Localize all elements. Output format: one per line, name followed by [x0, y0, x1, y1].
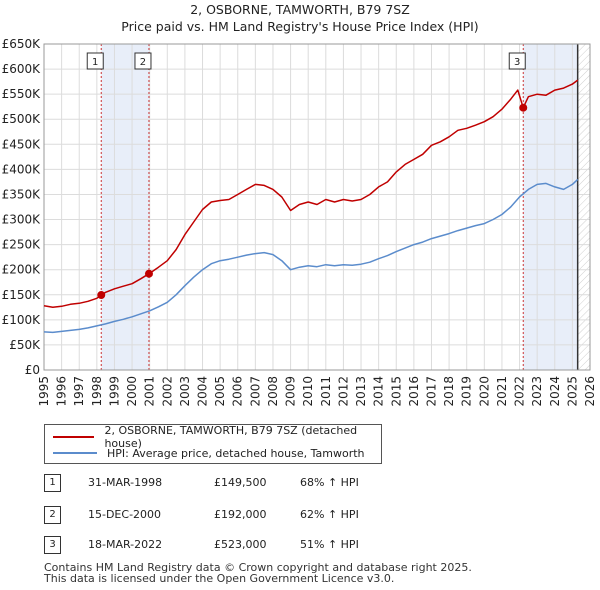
x-tick-label: 2017 — [424, 376, 438, 407]
footer: Contains HM Land Registry data © Crown c… — [44, 562, 472, 584]
x-tick-label: 2018 — [442, 376, 456, 407]
footer-copyright: Contains HM Land Registry data © Crown c… — [44, 561, 472, 574]
legend-label-hpi: HPI: Average price, detached house, Tamw… — [107, 446, 365, 460]
x-tick-label: 2023 — [530, 376, 544, 407]
x-tick-label: 2013 — [354, 376, 368, 407]
legend-swatch-hpi — [53, 452, 97, 454]
chart-subtitle: Price paid vs. HM Land Registry's House … — [121, 19, 478, 34]
sale-price: £523,000 — [214, 538, 267, 551]
y-tick-label: £650K — [2, 37, 42, 51]
sale-point — [144, 269, 153, 278]
sale-price: £149,500 — [214, 476, 267, 489]
sale-marker-label: 1 — [44, 474, 61, 492]
property-series-line — [43, 79, 579, 309]
sale-hpi-change: 51% ↑ HPI — [300, 538, 359, 551]
sale-label-box — [86, 52, 104, 70]
x-tick-label: 1995 — [37, 376, 51, 407]
x-tick-label: 1997 — [72, 376, 86, 407]
x-tick-label: 2006 — [231, 376, 245, 407]
sale-date: 31-MAR-1998 — [88, 476, 163, 489]
x-tick-label: 2021 — [495, 376, 509, 407]
x-tick-label: 2015 — [389, 376, 403, 407]
legend-swatch-property — [53, 436, 95, 438]
footer-licence: This data is licensed under the Open Gov… — [44, 572, 395, 585]
x-tick-label: 2019 — [460, 376, 474, 407]
x-tick-label: 2016 — [407, 376, 421, 407]
plot-area: 1 2 3 £0 £50K £100K £150K £200K £250K £300K £350K £… — [2, 37, 597, 407]
y-tick-label: £150K — [2, 288, 42, 302]
y-tick-label: £550K — [2, 87, 42, 101]
sale-marker-label: 3 — [44, 536, 61, 554]
sale-row: 2 15-DEC-2000 £192,000 62% ↑ HPI — [44, 506, 474, 524]
y-tick-label: £250K — [2, 238, 42, 252]
y-tick-label: £50K — [9, 338, 41, 352]
legend-item-hpi: HPI: Average price, detached house, Tamw… — [53, 445, 365, 461]
y-tick-label: £500K — [2, 112, 42, 126]
x-tick-label: 2009 — [284, 376, 298, 407]
sale-marker-label: 2 — [44, 506, 61, 524]
x-tick-label: 2012 — [336, 376, 350, 407]
sale-point — [97, 291, 106, 300]
y-tick-label: £600K — [2, 62, 42, 76]
sale-label-text: 1 — [92, 57, 98, 68]
sale-point — [519, 103, 528, 112]
sale-price: £192,000 — [214, 508, 267, 521]
x-tick-label: 2010 — [301, 376, 315, 407]
future-hatch-region — [577, 44, 590, 370]
y-tick-label: £400K — [2, 162, 42, 176]
x-tick-label: 2005 — [213, 376, 227, 407]
sale-date: 18-MAR-2022 — [88, 538, 163, 551]
plot-frame — [43, 43, 591, 371]
x-tick-label: 2002 — [160, 376, 174, 407]
x-tick-label: 2003 — [178, 376, 192, 407]
sale-label-box — [134, 52, 152, 70]
x-tick-label: 2020 — [477, 376, 491, 407]
x-tick-label: 2004 — [196, 376, 210, 407]
sale-label-text: 2 — [140, 57, 146, 68]
sale-label-box — [508, 52, 526, 70]
y-tick-label: £0 — [25, 363, 40, 377]
x-tick-label: 2001 — [143, 376, 157, 407]
x-tick-label: 1996 — [55, 376, 69, 407]
x-tick-label: 2011 — [319, 376, 333, 407]
x-tick-label: 2026 — [583, 376, 597, 407]
x-tick-label: 1998 — [90, 376, 104, 407]
sale-row: 3 18-MAR-2022 £523,000 51% ↑ HPI — [44, 536, 474, 554]
y-tick-label: £100K — [2, 313, 42, 327]
x-tick-label: 1999 — [107, 376, 121, 407]
sale-hpi-change: 68% ↑ HPI — [300, 476, 359, 489]
price-chart: 2, OSBORNE, TAMWORTH, B79 7SZ Price paid… — [2, 2, 597, 407]
x-tick-label: 2022 — [513, 376, 527, 407]
x-tick-label: 2000 — [125, 376, 139, 407]
hpi-series-line — [43, 178, 579, 334]
y-tick-label: £350K — [2, 187, 42, 201]
legend-label-property: 2, OSBORNE, TAMWORTH, B79 7SZ (detached … — [104, 424, 358, 450]
y-tick-label: £450K — [2, 137, 42, 151]
legend: 2, OSBORNE, TAMWORTH, B79 7SZ (detached … — [44, 424, 382, 464]
sale-row: 1 31-MAR-1998 £149,500 68% ↑ HPI — [44, 474, 474, 492]
sale-date: 15-DEC-2000 — [88, 508, 162, 521]
shaded-period-3-now — [523, 44, 578, 370]
y-tick-label: £200K — [2, 263, 42, 277]
x-tick-label: 2024 — [548, 376, 562, 407]
x-tick-label: 2008 — [266, 376, 280, 407]
y-tick-label: £300K — [2, 213, 42, 227]
sale-hpi-change: 62% ↑ HPI — [300, 508, 359, 521]
x-tick-label: 2014 — [372, 376, 386, 407]
shaded-period-1-2 — [101, 44, 149, 370]
sale-label-text: 3 — [514, 57, 520, 68]
chart-title: 2, OSBORNE, TAMWORTH, B79 7SZ — [190, 2, 410, 17]
x-tick-label: 2007 — [248, 376, 262, 407]
x-tick-label: 2025 — [565, 376, 579, 407]
legend-item-property: 2, OSBORNE, TAMWORTH, B79 7SZ (detached … — [53, 424, 381, 450]
